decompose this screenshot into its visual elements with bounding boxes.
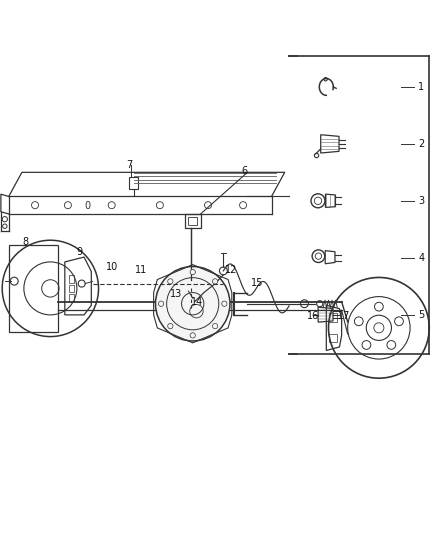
Bar bbox=[188, 217, 197, 225]
Circle shape bbox=[212, 279, 218, 284]
Bar bbox=[69, 285, 74, 292]
Bar bbox=[129, 177, 138, 189]
Text: 13: 13 bbox=[170, 289, 182, 298]
Bar bbox=[69, 275, 74, 282]
Text: 9: 9 bbox=[77, 247, 83, 257]
Circle shape bbox=[222, 301, 227, 306]
Text: 11: 11 bbox=[135, 265, 147, 275]
Text: 0: 0 bbox=[85, 201, 91, 211]
Circle shape bbox=[168, 279, 173, 284]
Text: 17: 17 bbox=[338, 311, 350, 320]
Text: 6: 6 bbox=[241, 166, 247, 176]
Circle shape bbox=[212, 324, 218, 329]
Bar bbox=[185, 214, 201, 228]
Text: 5: 5 bbox=[418, 310, 424, 320]
Circle shape bbox=[395, 317, 403, 326]
Circle shape bbox=[168, 324, 173, 329]
Text: 2: 2 bbox=[418, 139, 424, 149]
Circle shape bbox=[159, 301, 164, 306]
Circle shape bbox=[354, 317, 363, 326]
Bar bbox=[329, 334, 337, 342]
Text: 16: 16 bbox=[307, 311, 319, 320]
Circle shape bbox=[362, 341, 371, 349]
Text: 7: 7 bbox=[126, 160, 132, 170]
Text: 3: 3 bbox=[418, 196, 424, 206]
Text: 1: 1 bbox=[418, 82, 424, 92]
Text: 12: 12 bbox=[225, 265, 237, 275]
Circle shape bbox=[387, 341, 396, 349]
Bar bbox=[69, 294, 74, 302]
Text: 8: 8 bbox=[23, 237, 29, 247]
Circle shape bbox=[155, 266, 230, 341]
Text: 14: 14 bbox=[191, 297, 203, 308]
Text: 15: 15 bbox=[251, 278, 263, 288]
Text: 10: 10 bbox=[106, 262, 119, 271]
Bar bbox=[329, 313, 337, 322]
Circle shape bbox=[190, 333, 195, 338]
Text: 4: 4 bbox=[418, 253, 424, 263]
Circle shape bbox=[374, 302, 383, 311]
Circle shape bbox=[190, 270, 195, 274]
